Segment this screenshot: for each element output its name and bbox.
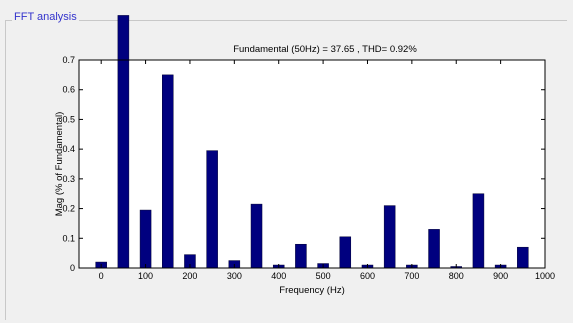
y-tick-label: 0.1 — [62, 233, 75, 243]
y-axis-label: Mag (% of Fundamental) — [54, 112, 65, 217]
bar-350hz — [250, 203, 263, 269]
y-tick-label: 0.2 — [62, 204, 75, 214]
plot-frame — [78, 59, 546, 269]
x-tick-label: 600 — [360, 271, 375, 281]
y-tick-label: 0.3 — [62, 174, 75, 184]
x-tick-label: 700 — [404, 271, 419, 281]
x-axis-label: Frequency (Hz) — [279, 285, 344, 296]
y-tick-label: 0.4 — [62, 144, 75, 154]
y-tick-label: 0.5 — [62, 114, 75, 124]
x-tick-label: 200 — [182, 271, 197, 281]
panel-title: FFT analysis — [12, 10, 79, 24]
y-ticks: 0 0.1 0.2 0.3 0.4 0.5 0.6 0.7 — [62, 55, 545, 273]
x-ticks: 0 100 200 300 400 500 600 700 800 900 1000 — [99, 60, 555, 281]
y-tick-label: 0.6 — [62, 85, 75, 95]
y-tick-label: 0.7 — [62, 55, 75, 65]
bar-850hz — [472, 193, 485, 269]
x-tick-label: 400 — [271, 271, 286, 281]
bar-50hz — [117, 15, 130, 269]
bar-950hz — [517, 246, 529, 269]
bar-250hz — [206, 150, 218, 269]
panel-border — [5, 20, 567, 320]
bar-150hz — [162, 74, 174, 269]
chart-title: Fundamental (50Hz) = 37.65 , THD= 0.92% — [233, 44, 417, 55]
bars-group — [95, 15, 529, 269]
bar-750hz — [428, 229, 440, 269]
x-tick-label: 0 — [99, 271, 104, 281]
x-tick-label: 800 — [449, 271, 464, 281]
x-tick-label: 300 — [227, 271, 242, 281]
bar-650hz — [383, 205, 396, 269]
x-tick-label: 500 — [316, 271, 331, 281]
bar-450hz — [295, 243, 307, 269]
bar-100hz — [139, 209, 152, 269]
x-tick-label: 1000 — [535, 271, 555, 281]
plot-area — [79, 60, 545, 268]
y-tick-label: 0 — [70, 263, 75, 273]
x-tick-label: 100 — [138, 271, 153, 281]
x-tick-label: 900 — [493, 271, 508, 281]
bar-550hz — [339, 236, 352, 269]
